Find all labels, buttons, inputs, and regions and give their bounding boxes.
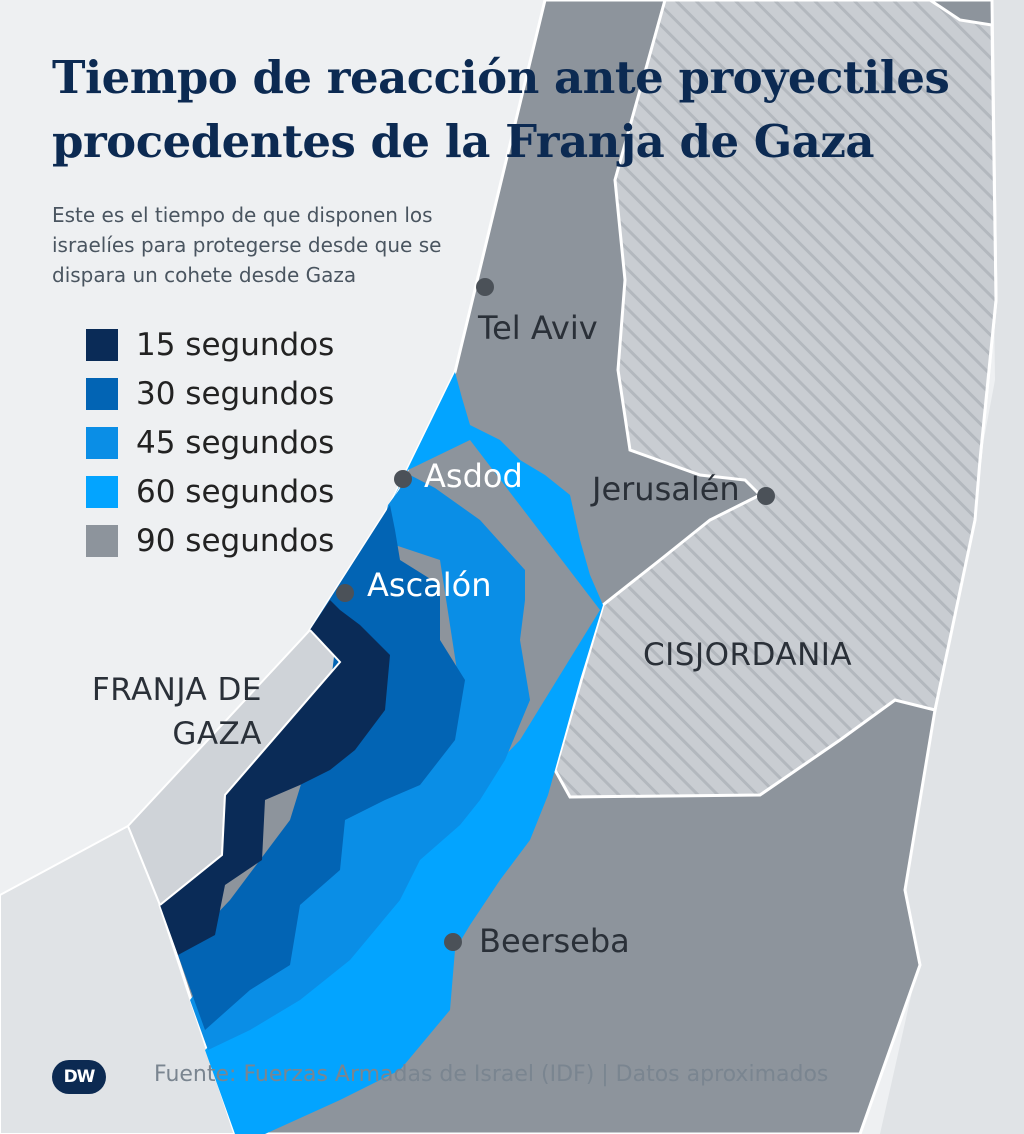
dw-logo: DW (52, 1060, 106, 1094)
label-asdod: Asdod (424, 457, 523, 495)
label-franja-de-gaza: FRANJA DE GAZA (70, 668, 262, 756)
gaza-border (159, 629, 342, 906)
legend-label: 30 segundos (136, 375, 335, 412)
westbank-region (553, 0, 998, 799)
city-dot-asdod (394, 470, 412, 488)
legend-item: 30 segundos (86, 369, 334, 418)
legend-swatch (86, 475, 118, 508)
source-note: Fuente: Fuerzas Armadas de Israel (IDF) … (154, 1062, 829, 1087)
legend-label: 90 segundos (136, 522, 335, 559)
legend-swatch (86, 524, 118, 557)
city-dot-ascalon (336, 584, 354, 602)
legend-item: 15 segundos (86, 320, 334, 369)
legend-item: 45 segundos (86, 418, 334, 467)
label-gaza-line2: GAZA (172, 716, 262, 752)
map-title: Tiempo de reacción ante proyectiles proc… (52, 51, 950, 168)
city-dot-tel-aviv (476, 278, 494, 296)
label-gaza-line1: FRANJA DE (91, 672, 262, 708)
legend-label: 15 segundos (136, 326, 335, 363)
label-jerusalen: Jerusalén (592, 470, 740, 508)
legend-label: 60 segundos (136, 473, 335, 510)
city-dot-beerseba (444, 933, 462, 951)
legend-swatch (86, 377, 118, 410)
legend-item: 90 segundos (86, 516, 334, 565)
label-beerseba: Beerseba (479, 922, 630, 960)
zone-15-seconds (160, 600, 390, 955)
legend-label: 45 segundos (136, 424, 335, 461)
label-cisjordania: CISJORDANIA (643, 637, 853, 673)
legend-swatch (86, 328, 118, 361)
zone-60-seconds (205, 372, 603, 1134)
legend: 15 segundos 30 segundos 45 segundos 60 s… (86, 320, 334, 565)
legend-item: 60 segundos (86, 467, 334, 516)
label-ascalon: Ascalón (367, 566, 492, 604)
jordan-land (880, 0, 1024, 1134)
legend-swatch (86, 426, 118, 459)
label-tel-aviv: Tel Aviv (478, 309, 598, 347)
map-subtitle: Este es el tiempo de que disponen los is… (52, 203, 442, 287)
city-dot-jerusalen (757, 487, 775, 505)
